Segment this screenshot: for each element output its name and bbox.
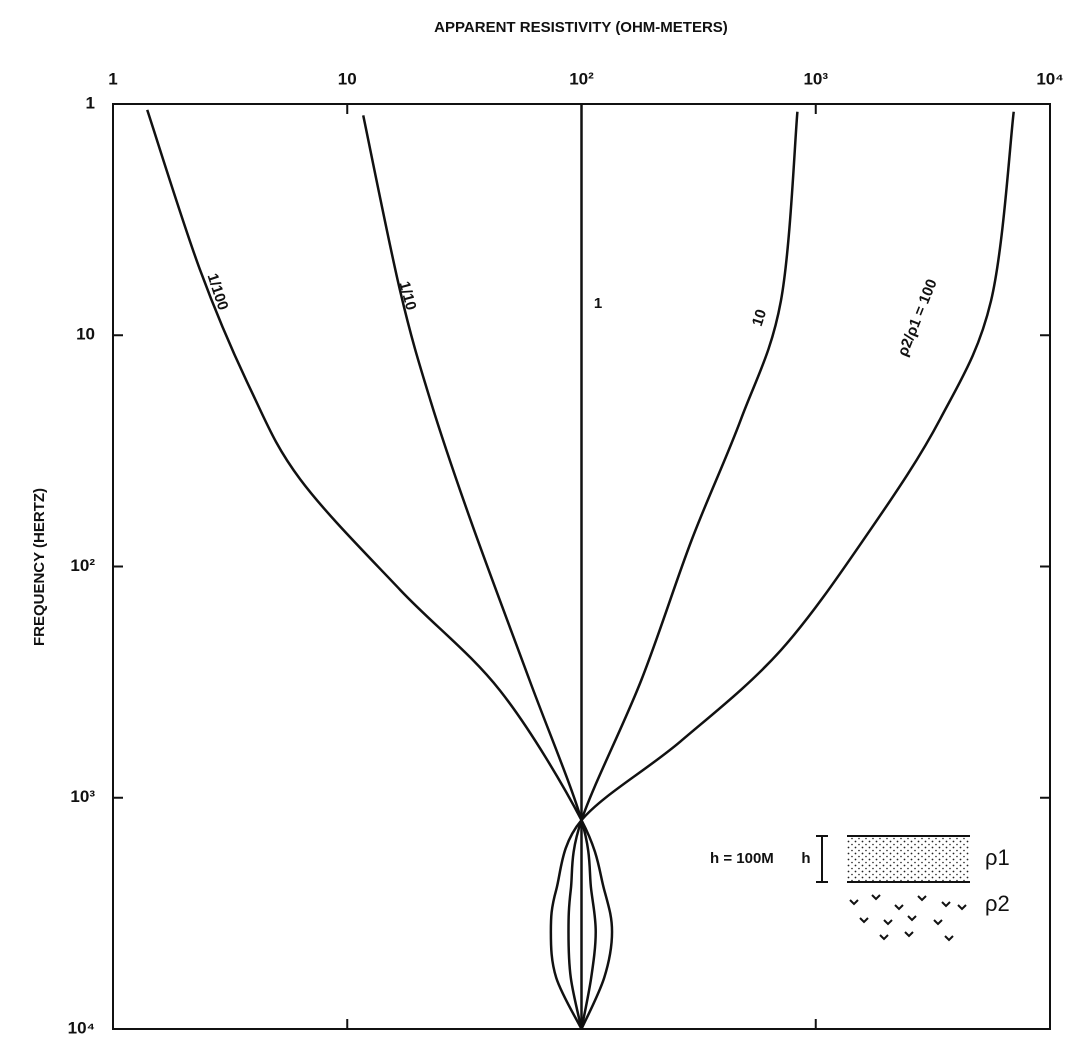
x-tick-label: 10³ [803,69,828,88]
thickness-label: h = 100M [710,850,774,867]
y-tick-label: 10 [76,325,95,344]
curve-label: 10 [749,307,770,328]
curve [568,112,797,1029]
x-tick-label: 10² [569,69,594,88]
curve-label: ρ2/ρ1 = 100 [894,277,940,359]
rho2-label: ρ2 [985,891,1010,916]
rho1-label: ρ1 [985,845,1010,870]
chart: APPARENT RESISTIVITY (OHM-METERS) FREQUE… [0,0,1073,1042]
page: APPARENT RESISTIVITY (OHM-METERS) FREQUE… [0,0,1073,1047]
x-tick-label: 1 [108,69,117,88]
x-tick-label: 10 [338,69,357,88]
curve [363,115,595,1029]
upper-layer [847,836,970,882]
curve [147,110,612,1029]
x-axis-title: APPARENT RESISTIVITY (OHM-METERS) [434,19,728,36]
y-tick-label: 1 [86,93,95,112]
lower-layer-marks [850,895,966,940]
inset: h = 100M h ρ1 ρ2 [710,836,1010,940]
curve-label: 1/10 [396,280,420,313]
y-axis-title: FREQUENCY (HERTZ) [31,488,48,646]
h-label: h [801,850,810,867]
y-tick-label: 10² [70,556,95,575]
curve [551,112,1014,1029]
y-tick-label: 10³ [70,787,95,806]
x-tick-label: 10⁴ [1036,69,1063,88]
y-tick-label: 10⁴ [68,1018,95,1037]
curve-label: 1 [594,295,602,312]
